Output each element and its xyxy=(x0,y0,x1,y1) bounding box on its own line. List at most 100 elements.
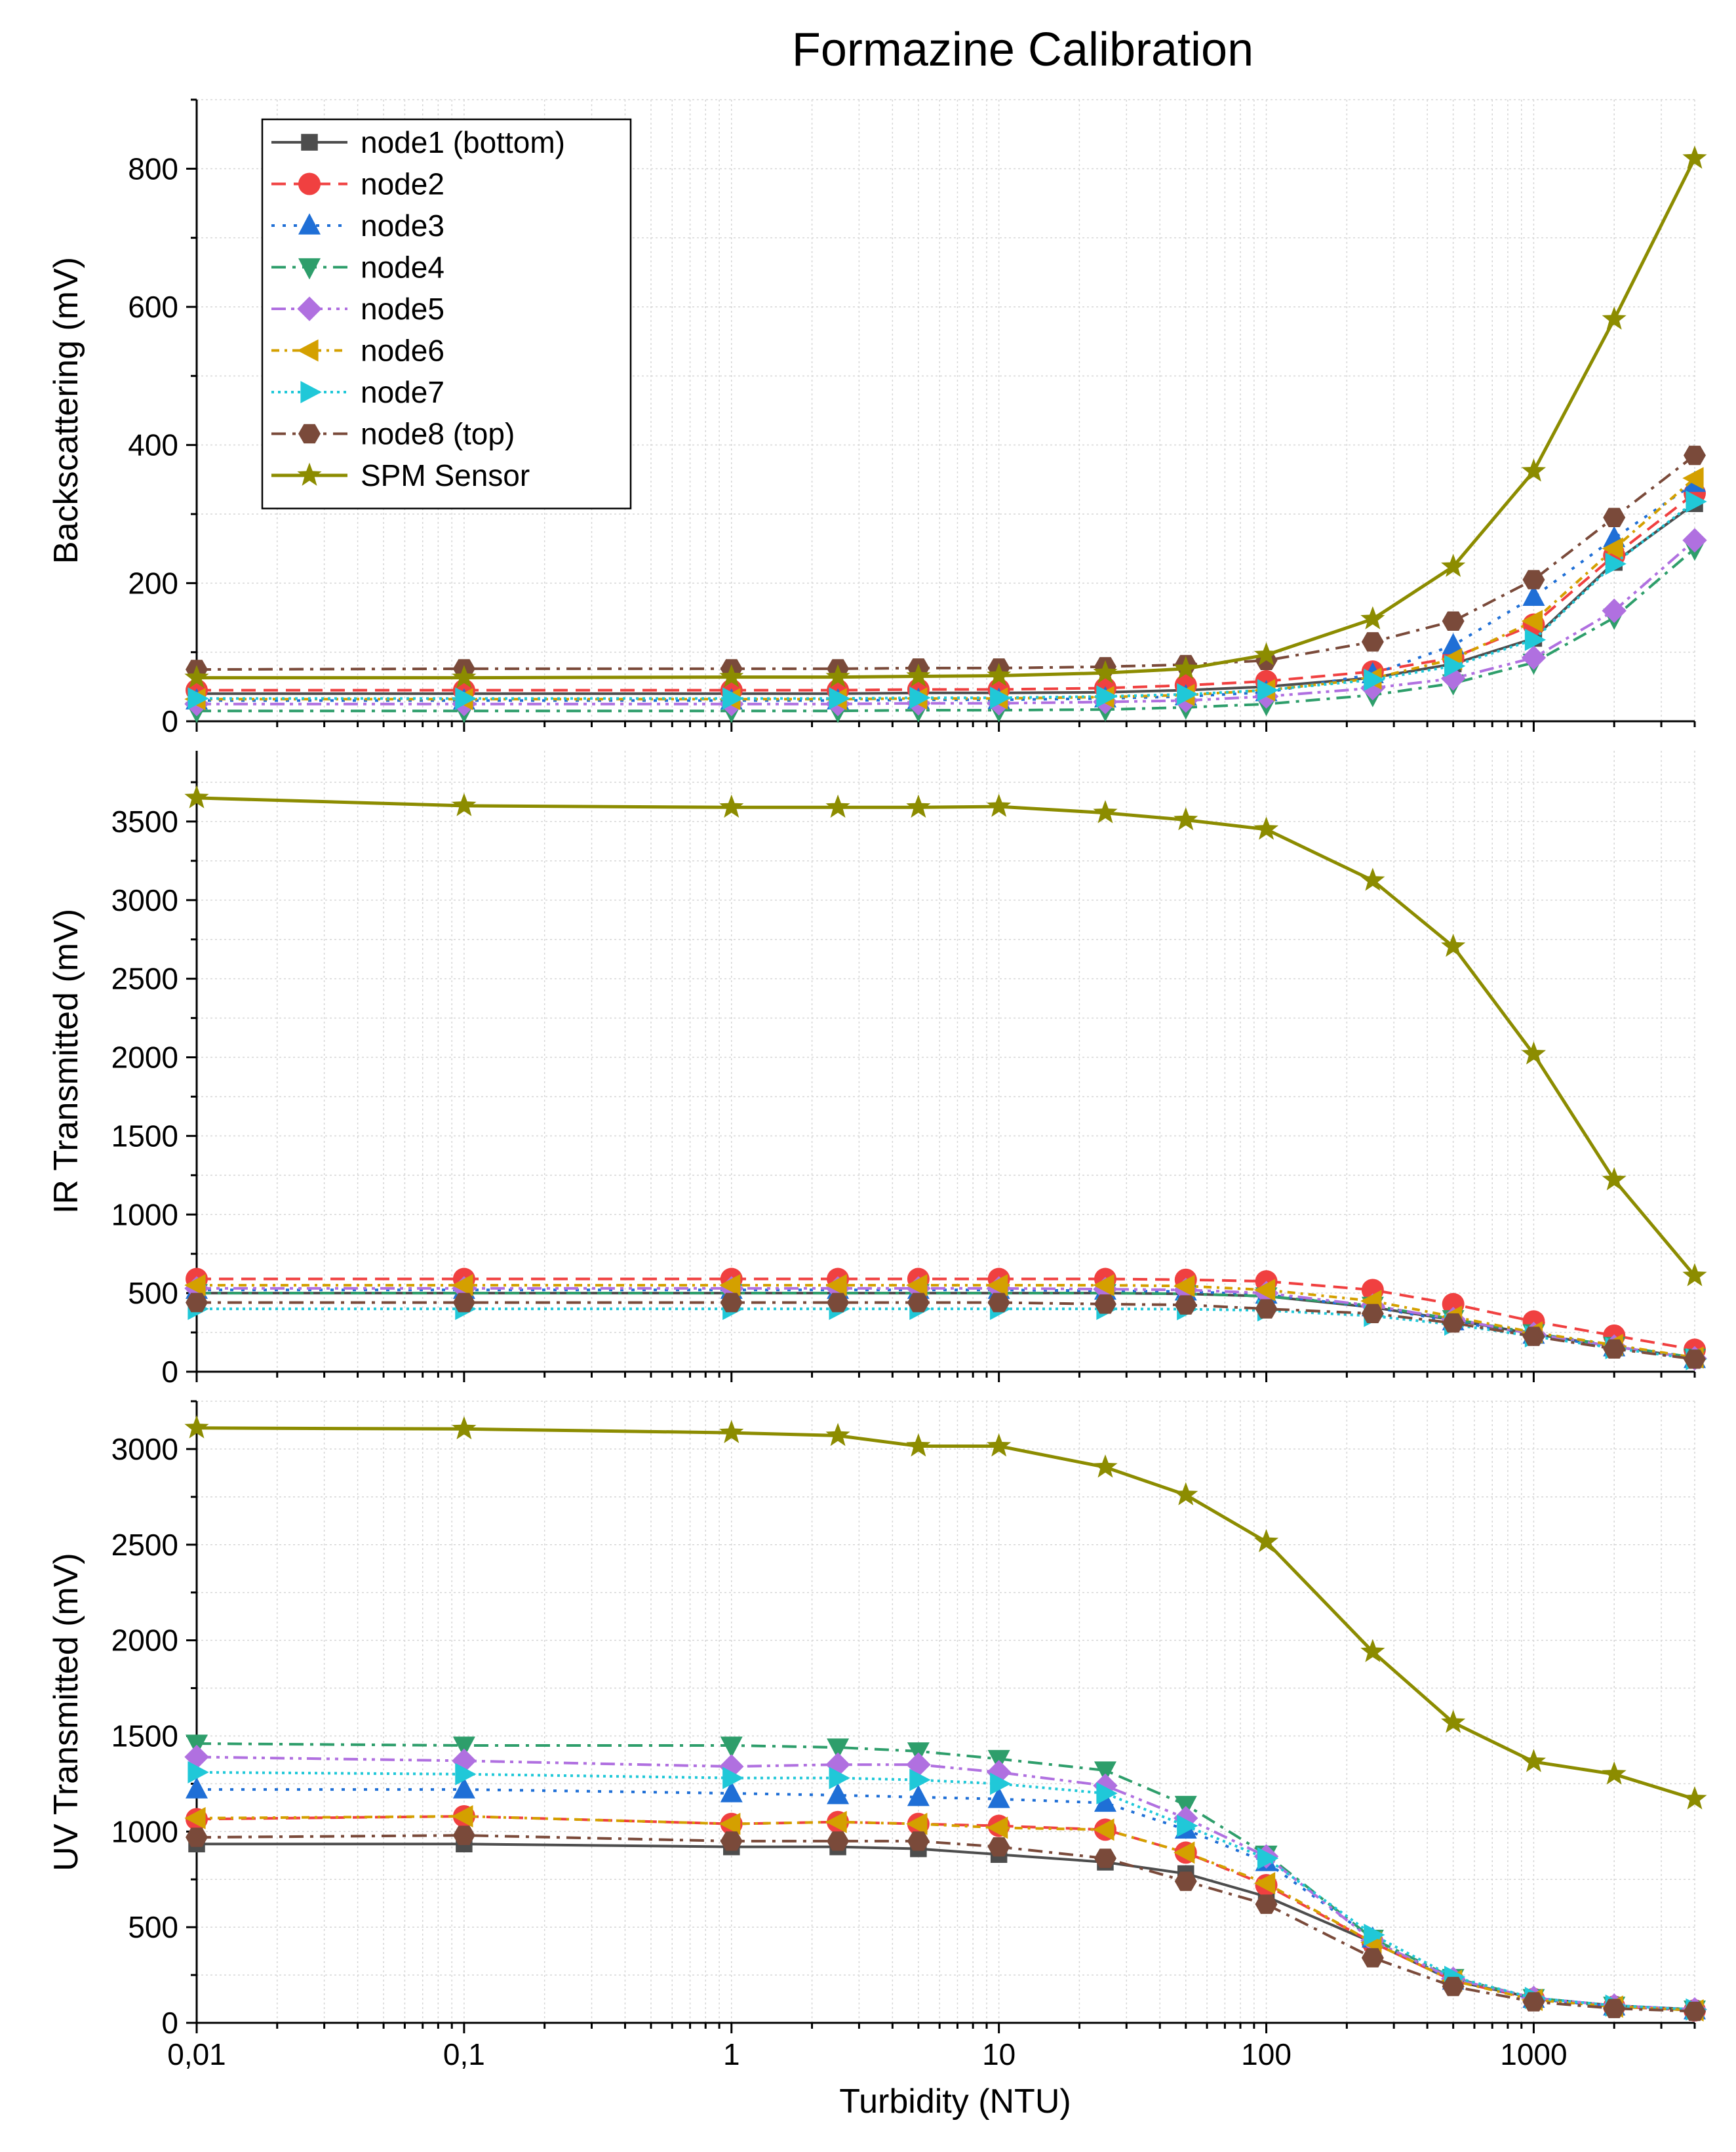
y-tick-label: 400 xyxy=(128,428,178,462)
data-point-node6 xyxy=(825,1810,847,1833)
data-point-spm-sensor xyxy=(987,793,1012,817)
data-point-node7 xyxy=(909,687,931,709)
data-point-node7 xyxy=(1686,490,1707,513)
y-tick-label: 1500 xyxy=(111,1119,178,1153)
data-point-node5 xyxy=(719,1754,744,1779)
legend-marker-triangle-right xyxy=(300,381,322,403)
data-point-node8-top xyxy=(1174,1295,1197,1315)
series-line-node5 xyxy=(197,1286,1695,1360)
data-point-spm-sensor xyxy=(906,794,931,818)
data-point-node4 xyxy=(452,1736,475,1758)
y-tick-label: 0 xyxy=(161,1355,178,1389)
series-line-node8-top xyxy=(197,1301,1695,1361)
y-tick-label: 200 xyxy=(128,566,178,600)
y-tick-label: 2000 xyxy=(111,1624,178,1658)
data-point-node5 xyxy=(1682,528,1707,553)
data-point-node8-top xyxy=(1684,2001,1706,2022)
data-point-node8-top xyxy=(1522,1326,1545,1346)
data-point-node8-top xyxy=(1361,1304,1384,1324)
data-point-node8-top xyxy=(1442,611,1465,631)
legend-label: node3 xyxy=(361,209,444,243)
data-point-node3 xyxy=(827,1783,850,1804)
data-point-node8-top xyxy=(1174,1871,1197,1891)
data-point-node7 xyxy=(1177,1814,1198,1837)
y-tick-label: 2500 xyxy=(111,1528,178,1562)
data-point-spm-sensor xyxy=(719,664,744,688)
series-line-node4 xyxy=(197,548,1696,713)
data-point-node6 xyxy=(1682,467,1704,490)
legend-item: node4 xyxy=(271,250,444,285)
data-point-spm-sensor xyxy=(1682,1263,1707,1286)
legend-marker-circle xyxy=(298,172,321,195)
legend-label: node1 (bottom) xyxy=(361,125,565,159)
data-point-spm-sensor xyxy=(1441,553,1466,577)
legend-marker-triangle-down xyxy=(298,258,321,280)
data-point-node3 xyxy=(987,1787,1010,1808)
data-point-node8-top xyxy=(827,1831,850,1851)
data-point-spm-sensor xyxy=(1602,1761,1627,1785)
data-point-spm-sensor xyxy=(1174,656,1198,679)
data-point-node6 xyxy=(452,1274,473,1297)
data-point-spm-sensor xyxy=(987,662,1012,687)
data-point-node6 xyxy=(1521,610,1543,633)
legend-marker-star xyxy=(297,462,322,486)
series-line-node7 xyxy=(196,1770,1695,2011)
y-tick-label: 0 xyxy=(161,704,178,738)
data-point-spm-sensor xyxy=(906,1433,931,1457)
data-point-node5 xyxy=(1602,598,1627,624)
legend-marker-square xyxy=(301,134,318,151)
data-point-spm-sensor xyxy=(1521,1749,1547,1772)
data-point-node3 xyxy=(1522,584,1545,606)
data-point-node4 xyxy=(720,1736,743,1758)
y-tick-label: 2500 xyxy=(111,962,178,996)
data-point-node7 xyxy=(1257,1847,1279,1870)
data-point-node7 xyxy=(1177,683,1198,706)
y-axis-title: IR Transmitted (mV) xyxy=(47,909,85,1214)
data-point-node3 xyxy=(452,1777,475,1799)
series-line-node6 xyxy=(196,1815,1695,2012)
data-point-node6 xyxy=(986,1816,1008,1839)
data-point-node6 xyxy=(184,1806,206,1829)
data-point-spm-sensor xyxy=(1093,800,1118,824)
legend-label: node4 xyxy=(361,250,444,285)
legend-label: node2 xyxy=(361,167,444,201)
panel-3-series xyxy=(184,1415,1707,2022)
x-tick-label: 10 xyxy=(982,2037,1016,2071)
series-spm-sensor xyxy=(184,145,1707,688)
legend-label: node6 xyxy=(361,334,444,368)
panel-2: 0 500 1000 1500 2000 2500 3000 3500 IR Transmitt… xyxy=(47,751,1707,1389)
data-point-node6 xyxy=(906,1274,928,1297)
data-point-node7 xyxy=(1096,1782,1118,1804)
data-point-node5 xyxy=(1174,1806,1198,1831)
legend-item: node2 xyxy=(271,167,444,201)
data-point-node8-top xyxy=(1094,1848,1116,1868)
y-tick-label: 3500 xyxy=(111,805,178,839)
series-node7 xyxy=(187,490,1707,710)
data-point-node6 xyxy=(452,1804,473,1827)
data-point-node7 xyxy=(187,1761,209,1783)
data-point-node8-top xyxy=(907,1831,930,1851)
data-point-node8-top xyxy=(1255,1299,1278,1319)
data-point-node8-top xyxy=(452,1292,475,1313)
data-point-node8-top xyxy=(1442,1313,1465,1333)
data-point-node8-top xyxy=(720,1831,743,1851)
data-point-spm-sensor xyxy=(1174,1482,1198,1505)
data-point-node7 xyxy=(1524,628,1547,651)
data-point-node7 xyxy=(1444,654,1466,677)
series-line-node1-bottom xyxy=(197,502,1696,695)
data-point-node8-top xyxy=(1361,1948,1384,1968)
data-point-node8-top xyxy=(1522,570,1545,589)
data-point-node7 xyxy=(455,1763,477,1785)
series-line-node6 xyxy=(197,1284,1695,1359)
series-line-node7 xyxy=(197,500,1696,700)
series-line-node5 xyxy=(197,539,1696,706)
series-spm-sensor xyxy=(184,1415,1707,1810)
data-point-node7 xyxy=(990,1772,1012,1795)
x-tick-label: 0,01 xyxy=(167,2037,226,2071)
data-point-node6 xyxy=(719,1274,741,1297)
x-tick-label: 1000 xyxy=(1500,2037,1567,2071)
data-point-node5 xyxy=(825,1752,850,1777)
data-point-spm-sensor xyxy=(1602,1166,1627,1191)
